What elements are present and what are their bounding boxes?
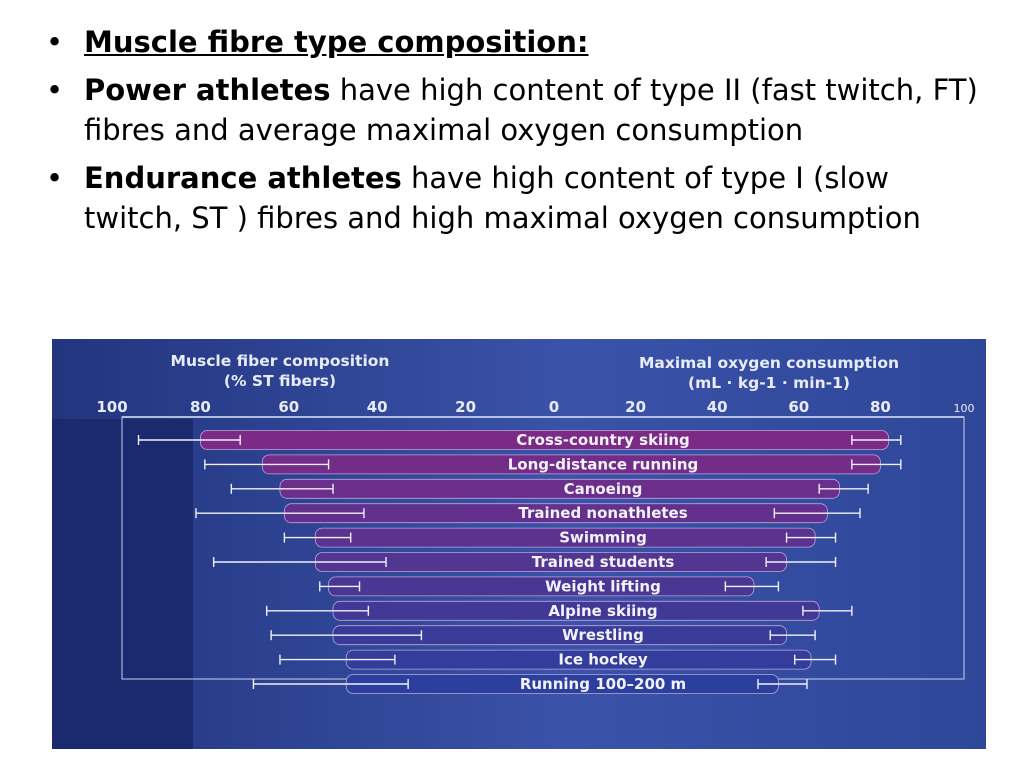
bar-label: Trained nonathletes <box>518 504 687 522</box>
bar-label: Trained students <box>532 553 675 571</box>
right-tick-label: 60 <box>788 398 809 416</box>
bullet-dot: • <box>46 161 64 195</box>
bar-label: Wrestling <box>562 626 644 644</box>
bar-label: Weight lifting <box>545 577 661 595</box>
bar-label: Long-distance running <box>508 455 699 473</box>
left-title-line1: Muscle fiber composition <box>171 352 390 370</box>
right-tick-label: 20 <box>625 398 646 416</box>
bullet-lead: Power athletes <box>84 73 331 107</box>
bullet-lead: Muscle fibre type composition: <box>84 25 589 59</box>
left-tick-label: 0 <box>549 398 559 416</box>
bar <box>279 478 841 499</box>
fiber-oxygen-chart: Muscle fiber composition (% ST fibers) M… <box>52 339 986 749</box>
slide-bullets: • Muscle fibre type composition: • Power… <box>46 22 996 246</box>
bullet-text: have high content of type II (fast twitc… <box>84 73 978 147</box>
bullet-dot: • <box>46 25 64 59</box>
left-tick-label: 100 <box>96 398 127 416</box>
bullet-text: have high content of type I (slow twitch… <box>84 161 921 235</box>
left-tick-label: 80 <box>190 398 211 416</box>
right-tick-label: 100 <box>954 402 975 415</box>
left-tick-label: 40 <box>367 398 388 416</box>
left-tick-label: 60 <box>278 398 299 416</box>
bar-label: Running 100–200 m <box>520 675 686 693</box>
left-tick-label: 20 <box>455 398 476 416</box>
bar-label: Alpine skiing <box>548 602 657 620</box>
left-title-line2: (% ST fibers) <box>224 372 336 390</box>
bar-label: Ice hockey <box>558 651 647 669</box>
bar <box>328 576 755 597</box>
right-tick-label: 40 <box>707 398 728 416</box>
bullet-endurance-athletes: • Endurance athletes have high content o… <box>46 158 996 238</box>
bullet-dot: • <box>46 73 64 107</box>
bar-label: Canoeing <box>564 480 643 498</box>
bullet-fibre-composition: • Muscle fibre type composition: <box>46 22 996 62</box>
right-title-line2: (mL · kg-1 · min-1) <box>688 374 850 392</box>
bar-label: Swimming <box>559 529 647 547</box>
bullet-lead: Endurance athletes <box>84 161 402 195</box>
right-tick-label: 80 <box>870 398 891 416</box>
bullet-power-athletes: • Power athletes have high content of ty… <box>46 70 996 150</box>
bar-label: Cross-country skiing <box>516 431 690 449</box>
right-title-line1: Maximal oxygen consumption <box>639 354 899 372</box>
